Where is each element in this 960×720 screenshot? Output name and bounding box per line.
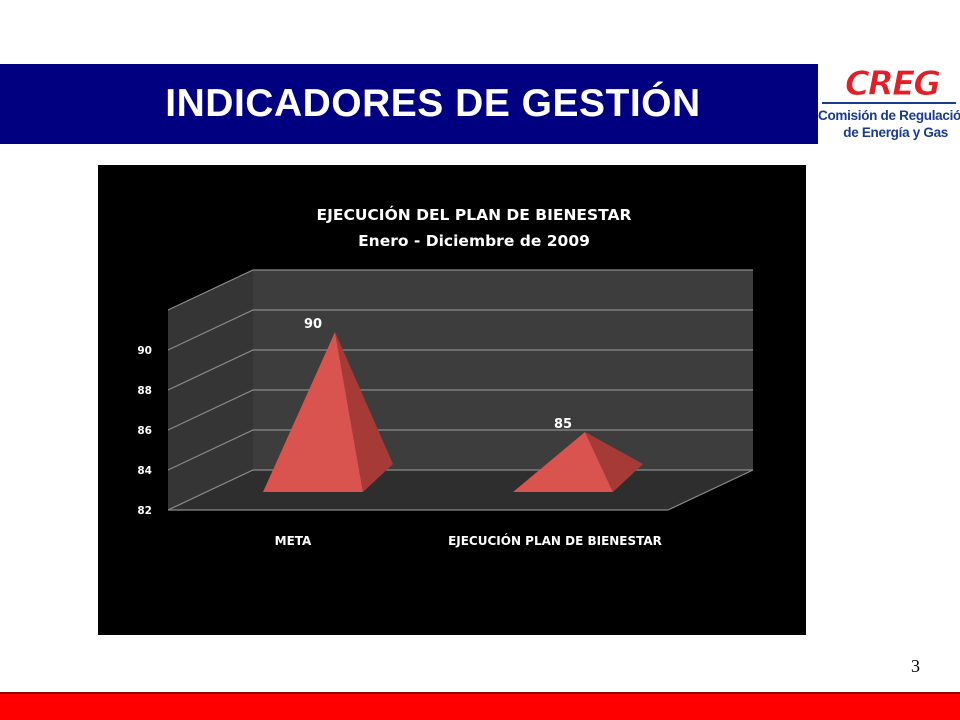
pyramid-side-1	[585, 432, 643, 492]
gridline	[167, 349, 753, 391]
floor-side-edge	[667, 469, 754, 511]
logo-line-2: de Energía y Gas	[843, 125, 948, 140]
chart-title: EJECUCIÓN DEL PLAN DE BIENESTAR	[317, 205, 632, 224]
data-label: 85	[554, 417, 572, 432]
logo-divider	[822, 102, 956, 104]
creg-logo-mark-text: CREG	[845, 64, 940, 102]
x-category-label: META	[275, 534, 312, 548]
y-tick-label: 82	[137, 505, 152, 517]
logo-line-1: Comisión de Regulación	[818, 108, 960, 123]
gridline	[167, 429, 753, 471]
chart-container: EJECUCIÓN DEL PLAN DE BIENESTAR Enero - …	[98, 165, 806, 635]
pyramid-front-0	[263, 332, 363, 492]
pyramid-side-0	[335, 332, 393, 492]
pyramid-front-1	[513, 432, 613, 492]
y-tick-label: 88	[137, 385, 152, 397]
creg-logo: CREG Comisión de Regulación de Energía y…	[818, 64, 960, 144]
chart-back-wall	[253, 270, 753, 470]
chart-side-wall	[168, 270, 253, 510]
gridline	[167, 389, 753, 431]
y-tick-label: 90	[137, 345, 152, 357]
data-label: 90	[304, 317, 322, 332]
footer-divider	[0, 692, 960, 694]
pyramid-chart: EJECUCIÓN DEL PLAN DE BIENESTAR Enero - …	[137, 205, 754, 548]
gridline	[167, 309, 753, 351]
gridline	[167, 269, 753, 311]
y-tick-label: 86	[137, 425, 152, 437]
chart-subtitle: Enero - Diciembre de 2009	[358, 232, 590, 250]
y-tick-label: 84	[137, 465, 152, 477]
footer-bar	[0, 694, 960, 720]
slide-title: INDICADORES DE GESTIÓN	[165, 82, 701, 125]
page-number: 3	[911, 656, 920, 676]
chart-plot-area: 82 84 86 88 90 90 META 85 EJECUCIÓN PLAN DE BIEN…	[137, 269, 754, 548]
creg-logo-mark: CREG	[844, 64, 942, 103]
chart-floor	[168, 470, 753, 510]
x-category-label: EJECUCIÓN PLAN DE BIENESTAR	[448, 533, 662, 548]
header-bar: INDICADORES DE GESTIÓN	[0, 64, 818, 144]
